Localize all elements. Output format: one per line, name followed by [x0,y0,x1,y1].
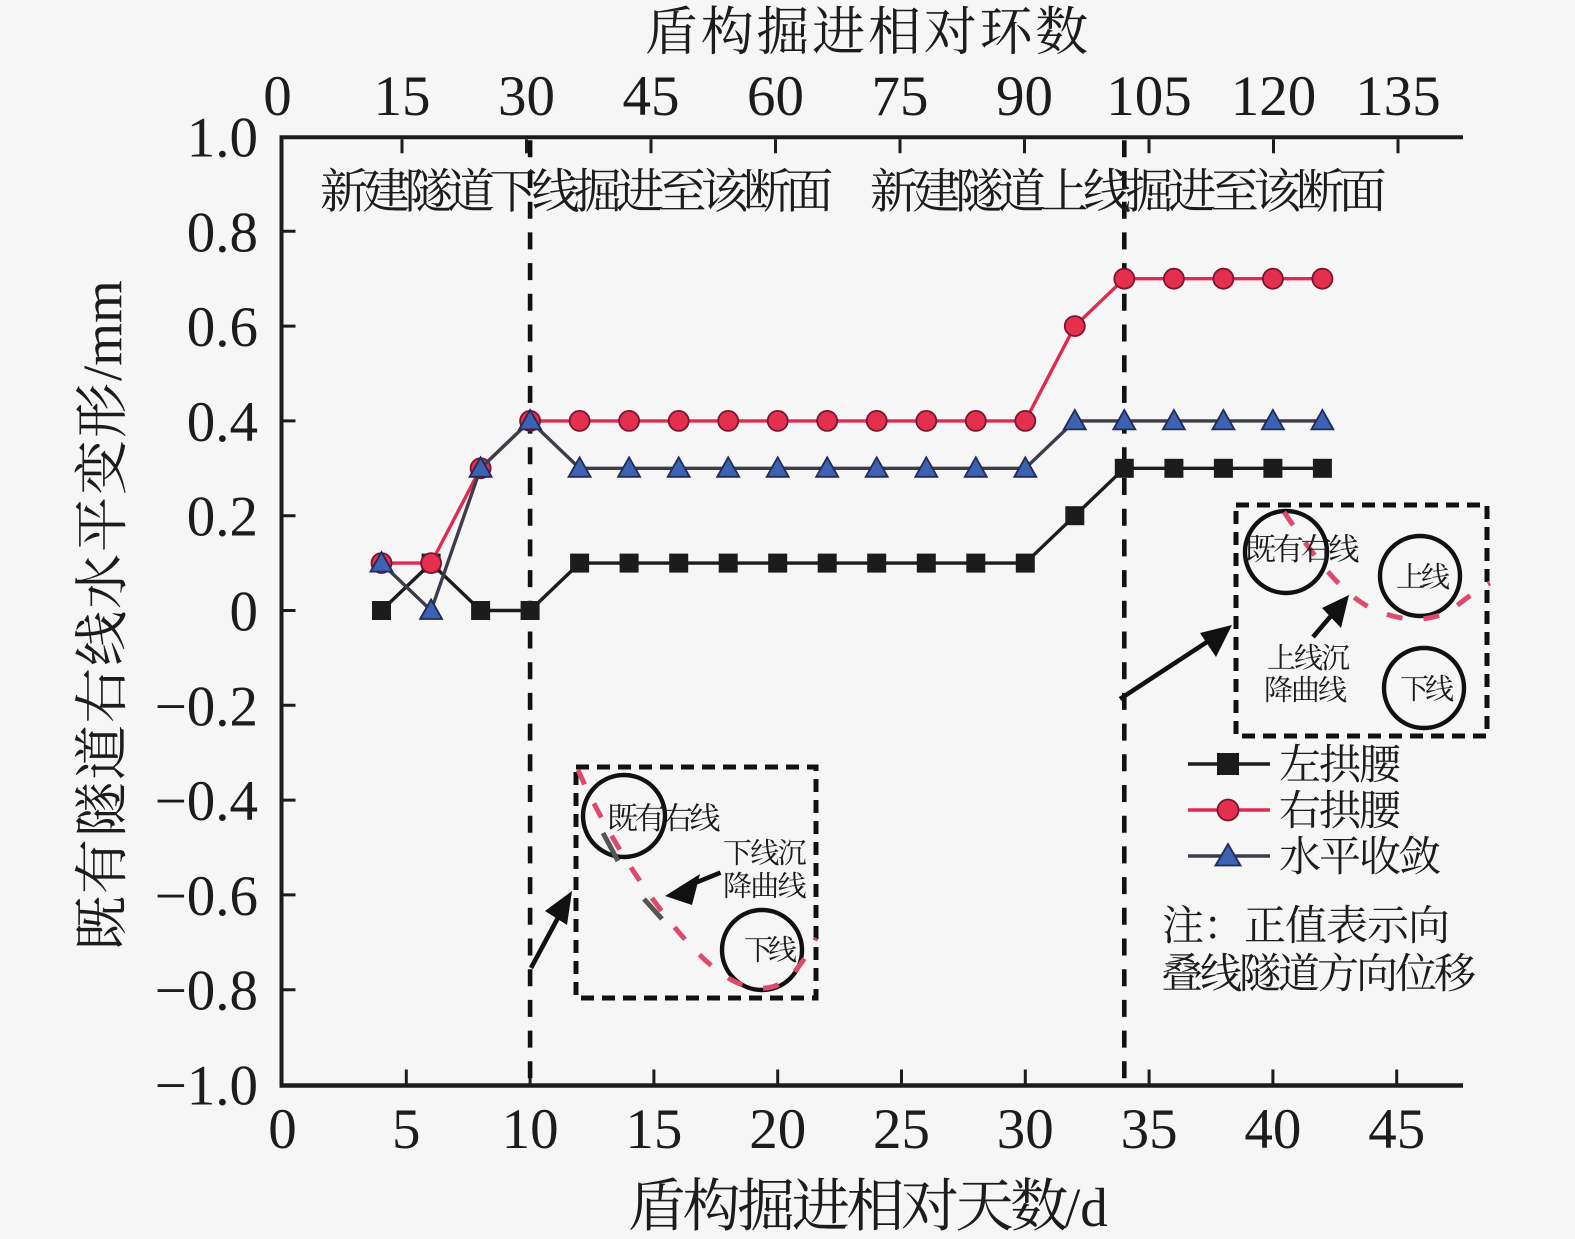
svg-text:/mm: /mm [72,280,133,381]
svg-text:1.0: 1.0 [187,107,258,170]
svg-text:30: 30 [498,65,555,128]
svg-text:10: 10 [502,1098,559,1161]
svg-text:135: 135 [1355,65,1441,128]
svg-text:45: 45 [1368,1098,1425,1161]
svg-text:25: 25 [873,1098,930,1161]
svg-text:5: 5 [392,1098,421,1161]
svg-text:0: 0 [230,581,259,644]
svg-text:/d: /d [1065,1177,1108,1238]
svg-text:−0.8: −0.8 [155,960,258,1023]
svg-text:60: 60 [747,65,804,128]
svg-text:90: 90 [996,65,1053,128]
svg-text:0: 0 [268,1098,297,1161]
svg-text:−0.6: −0.6 [155,865,258,928]
svg-text:35: 35 [1121,1098,1178,1161]
svg-text:0.4: 0.4 [187,391,258,454]
svg-text:−0.2: −0.2 [155,675,258,738]
svg-text:−1.0: −1.0 [155,1055,258,1118]
svg-text:15: 15 [374,65,431,128]
svg-text:0.2: 0.2 [187,486,258,549]
svg-text:120: 120 [1231,65,1317,128]
svg-text:0.6: 0.6 [187,296,258,359]
svg-text:45: 45 [623,65,680,128]
svg-text:30: 30 [997,1098,1054,1161]
svg-text:−0.4: −0.4 [155,770,258,833]
svg-text:40: 40 [1244,1098,1301,1161]
svg-text:15: 15 [625,1098,682,1161]
svg-text:0: 0 [263,65,292,128]
svg-text:75: 75 [872,65,929,128]
svg-text:105: 105 [1106,65,1192,128]
svg-text:20: 20 [749,1098,806,1161]
svg-text:0.8: 0.8 [187,201,258,264]
